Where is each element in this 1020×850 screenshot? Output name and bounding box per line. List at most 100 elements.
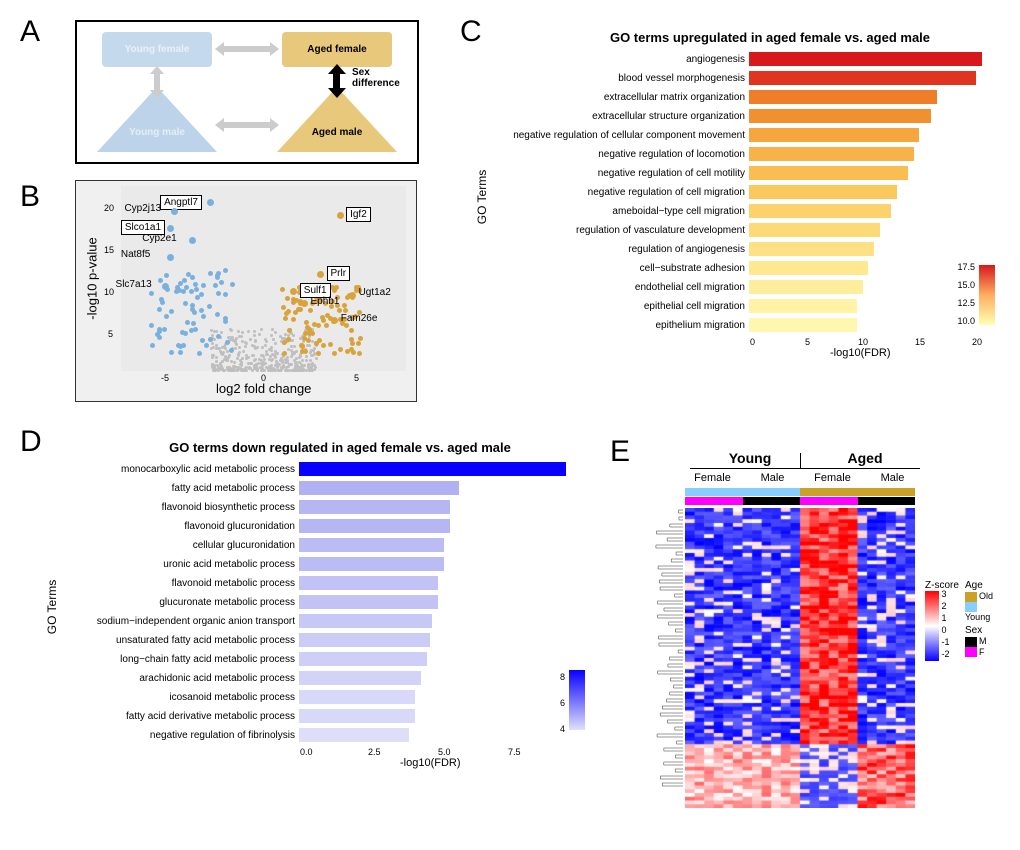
bar-fill [299,538,444,552]
gene-label-slc7a13: Slc7a13 [116,279,152,290]
heatmap-anno-sex [685,497,915,505]
panel-a-schematic: Young female Aged female Young male Aged… [75,20,419,164]
bar-fill [299,633,430,647]
arrow-grey-left [154,72,160,92]
bar-label: regulation of angiogenesis [470,244,749,255]
heatmap-sub-ym: Male [745,472,800,484]
bar-row: flavonoid biosynthetic process [40,498,600,516]
bar-label: uronic acid metabolic process [40,559,299,570]
bar-fill [299,595,438,609]
bar-label: extracellular matrix organization [470,92,749,103]
bar-row: fatty acid metabolic process [40,479,600,497]
bar-row: cellular glucuronidation [40,536,600,554]
bar-fill [749,90,937,104]
bar-label: icosanoid metabolic process [40,692,299,703]
heatmap-legend-age: Age Old Young [965,580,1000,622]
bar-label: flavonoid glucuronidation [40,521,299,532]
bar-label: glucuronate metabolic process [40,597,299,608]
bar-row: endothelial cell migration [470,278,1010,296]
bar-fill [299,728,409,742]
bar-fill [749,185,897,199]
bar-row: negative regulation of cell motility [470,164,1010,182]
bar-fill [299,557,444,571]
bar-label: negative regulation of cellular componen… [470,130,749,141]
gene-label-ephb1: Ephb1 [310,296,339,307]
panelD-xlabel: -log10(FDR) [400,757,461,769]
bar-label: negative regulation of cell motility [470,168,749,179]
bar-fill [749,318,857,332]
gene-label-angptl7: Angptl7 [160,195,202,210]
bar-row: cell−substrate adhesion [470,259,1010,277]
bar-row: blood vessel morphogenesis [470,69,1010,87]
gene-label-cyp2e1: Cyp2e1 [142,233,176,244]
bar-label: regulation of vasculature development [470,225,749,236]
bar-label: epithelium migration [470,320,749,331]
heatmap-sub-yf: Female [685,472,740,484]
aged-female-box: Aged female [282,32,392,67]
gene-label-prlr: Prlr [327,266,351,281]
volcano-xlabel: log2 fold change [216,381,311,396]
gene-label-igf2: Igf2 [346,207,371,222]
bar-fill [749,242,874,256]
bar-label: negative regulation of cell migration [470,187,749,198]
bar-row: fatty acid derivative metabolic process [40,707,600,725]
bar-label: sodium−independent organic anion transpo… [40,616,299,627]
bar-fill [299,709,415,723]
panel-letter-e: E [610,435,630,469]
panel-d-barchart: GO terms down regulated in aged female v… [40,440,600,770]
bar-fill [749,128,919,142]
heatmap-matrix [685,508,915,808]
arrow-grey-bottom [222,122,272,128]
panel-letter-b: B [20,180,40,214]
bar-row: flavonoid glucuronidation [40,517,600,535]
gene-label-nat8f5: Nat8f5 [121,249,150,260]
bar-label: flavonoid biosynthetic process [40,502,299,513]
heatmap-sub-am: Male [865,472,920,484]
aged-male-label: Aged male [297,127,377,138]
bar-label: long−chain fatty acid metabolic process [40,654,299,665]
bar-fill [749,223,880,237]
panel-c-barchart: GO terms upregulated in aged female vs. … [470,30,1010,360]
bar-fill [299,671,421,685]
bar-row: monocarboxylic acid metabolic process [40,460,600,478]
bar-label: fatty acid metabolic process [40,483,299,494]
heatmap-sub-af: Female [805,472,860,484]
arrow-grey-top [222,46,272,52]
bar-row: icosanoid metabolic process [40,688,600,706]
heatmap-legend-zscore: Z-score 3 2 1 0 -1 -2 [925,580,960,661]
bar-row: extracellular structure organization [470,107,1010,125]
bar-label: endothelial cell migration [470,282,749,293]
bar-row: regulation of angiogenesis [470,240,1010,258]
panelC-title: GO terms upregulated in aged female vs. … [530,30,1010,45]
bar-row: arachidonic acid metabolic process [40,669,600,687]
sex-difference-label: Sex difference [352,67,412,89]
bar-label: negative regulation of locomotion [470,149,749,160]
heatmap-dendrogram [650,508,683,808]
bar-row: long−chain fatty acid metabolic process [40,650,600,668]
volcano-plot-area: Angptl7Slco1a1Igf2PrlrSulf1Cyp2j13Cyp2e1… [121,186,406,371]
bar-fill [299,614,432,628]
bar-label: angiogenesis [470,54,749,65]
bar-row: ameboidal−type cell migration [470,202,1010,220]
bar-fill [749,261,868,275]
bar-row: sodium−independent organic anion transpo… [40,612,600,630]
bar-label: fatty acid derivative metabolic process [40,711,299,722]
panel-b-volcano: Angptl7Slco1a1Igf2PrlrSulf1Cyp2j13Cyp2e1… [75,180,417,402]
gene-label-cyp2j13: Cyp2j13 [124,203,161,214]
panel-e-heatmap: Young Aged Female Male Female Male Z-sco… [630,450,1000,830]
heatmap-legend-sex: Sex M F [965,625,987,657]
bar-row: negative regulation of fibrinolysis [40,726,600,744]
bar-fill [749,299,857,313]
panelD-colorscale [569,670,585,730]
bar-row: glucuronate metabolic process [40,593,600,611]
gene-label-ugt1a2: Ugt1a2 [359,287,391,298]
panelC-xlabel: -log10(FDR) [830,347,891,359]
volcano-ylabel: -log10 p-value [85,237,100,319]
panel-letter-a: A [20,15,40,49]
bar-fill [299,500,450,514]
bar-row: regulation of vasculature development [470,221,1010,239]
bar-row: epithelium migration [470,316,1010,334]
bar-row: negative regulation of cellular componen… [470,126,1010,144]
bar-label: arachidonic acid metabolic process [40,673,299,684]
bar-row: uronic acid metabolic process [40,555,600,573]
